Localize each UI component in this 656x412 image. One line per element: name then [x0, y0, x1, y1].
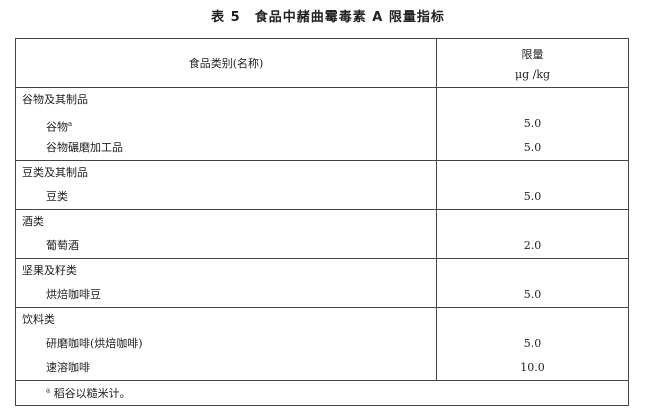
item-label: 谷物	[46, 120, 68, 134]
footnote-text: 稻谷以糙米计。	[53, 387, 131, 400]
item-label: 谷物碾磨加工品	[46, 141, 123, 154]
table-group: 酒类 葡萄酒 2.0	[15, 209, 629, 259]
group-name: 饮料类	[22, 313, 55, 326]
item-value: 5.0	[523, 190, 542, 203]
item-value: 2.0	[523, 239, 542, 252]
item-value: 10.0	[520, 361, 545, 374]
footnote-mark: a	[46, 386, 51, 395]
table-title: 表 5 食品中赭曲霉毒素 A 限量指标	[211, 10, 445, 25]
group-name: 豆类及其制品	[22, 166, 88, 179]
group-name: 酒类	[22, 215, 44, 228]
item-value: 5.0	[523, 117, 542, 130]
item-name: 烘焙咖啡豆	[16, 283, 436, 307]
footnote: a 稻谷以糙米计。	[15, 380, 629, 406]
item-value: 5.0	[523, 288, 542, 301]
table-group: 谷物及其制品 谷物a 谷物碾磨加工品 5.0 5.0	[15, 87, 629, 161]
group-name: 坚果及籽类	[22, 264, 77, 277]
item-label: 豆类	[46, 190, 68, 203]
item-name: 速溶咖啡	[16, 356, 436, 380]
item-label: 研磨咖啡(烘焙咖啡)	[46, 337, 143, 350]
header-limit-label: 限量	[521, 47, 544, 61]
item-name: 谷物碾磨加工品	[16, 136, 436, 160]
item-name: 研磨咖啡(烘焙咖啡)	[16, 332, 436, 356]
item-name: 谷物a	[16, 112, 436, 136]
table-group: 饮料类研磨咖啡(烘焙咖啡) 速溶咖啡 5.0 10.0	[15, 307, 629, 381]
header-category: 食品类别(名称)	[15, 38, 437, 88]
footnote-ref: a	[68, 120, 73, 128]
header-unit: μg /kg	[514, 67, 551, 81]
item-label: 烘焙咖啡豆	[46, 288, 101, 301]
item-label: 葡萄酒	[46, 239, 79, 252]
item-value: 5.0	[523, 337, 542, 350]
item-label: 速溶咖啡	[46, 361, 90, 374]
item-value: 5.0	[523, 141, 542, 154]
table-group: 豆类及其制品 豆类 5.0	[15, 160, 629, 210]
table-group: 坚果及籽类烘焙咖啡豆 5.0	[15, 258, 629, 308]
item-name: 豆类	[16, 185, 436, 209]
group-name: 谷物及其制品	[22, 93, 88, 106]
limits-table: 食品类别(名称) 限量 μg /kg 谷物及其制品 谷物a 谷物碾磨加工品 5.0 5.0…	[15, 38, 629, 406]
header-limit: 限量 μg /kg	[436, 38, 629, 88]
item-name: 葡萄酒	[16, 234, 436, 258]
